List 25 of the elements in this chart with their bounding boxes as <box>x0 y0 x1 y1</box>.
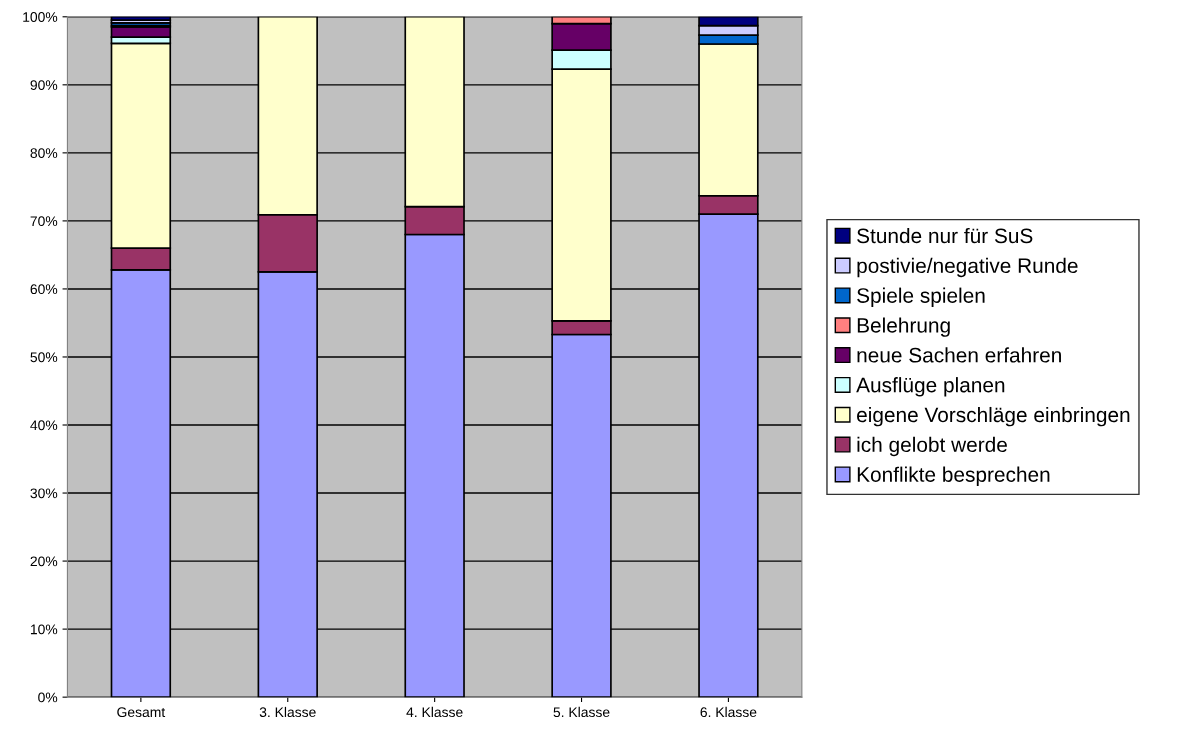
y-tick-label: 90% <box>30 80 58 90</box>
y-tick-label: 40% <box>30 420 58 431</box>
x-tick-label: Gesamt <box>117 707 166 718</box>
y-tick-label: 70% <box>30 216 58 227</box>
x-tick-label: 6. Klasse <box>700 706 757 718</box>
legend-label: Stunde nur für SuS <box>857 227 1033 244</box>
y-tick-label: 10% <box>30 624 58 635</box>
legend-label: Spiele spielen <box>857 287 985 308</box>
legend-label: Konflikte besprechen <box>857 466 1050 487</box>
legend-label: Ausflüge planen <box>856 377 1005 397</box>
y-tick-label: 50% <box>30 352 58 363</box>
legend-label: neue Sachen erfahren <box>857 347 1061 363</box>
y-tick-label: 0% <box>38 692 58 703</box>
y-tick-label: 60% <box>30 284 58 295</box>
legend-label: eigene Vorschläge einbringen <box>857 406 1130 427</box>
y-tick-label: 20% <box>30 556 58 567</box>
y-tick-label: 100% <box>23 12 58 22</box>
x-tick-label: 3. Klasse <box>259 706 316 718</box>
x-tick-label: 5. Klasse <box>553 706 610 718</box>
x-tick-label: 4. Klasse <box>406 706 463 718</box>
legend-label: postivie/negative Runde <box>857 257 1078 278</box>
legend-label: ich gelobt werde <box>857 436 1007 457</box>
y-tick-label: 80% <box>30 148 58 159</box>
legend-label: Belehrung <box>857 317 950 337</box>
y-tick-label: 30% <box>30 488 58 499</box>
